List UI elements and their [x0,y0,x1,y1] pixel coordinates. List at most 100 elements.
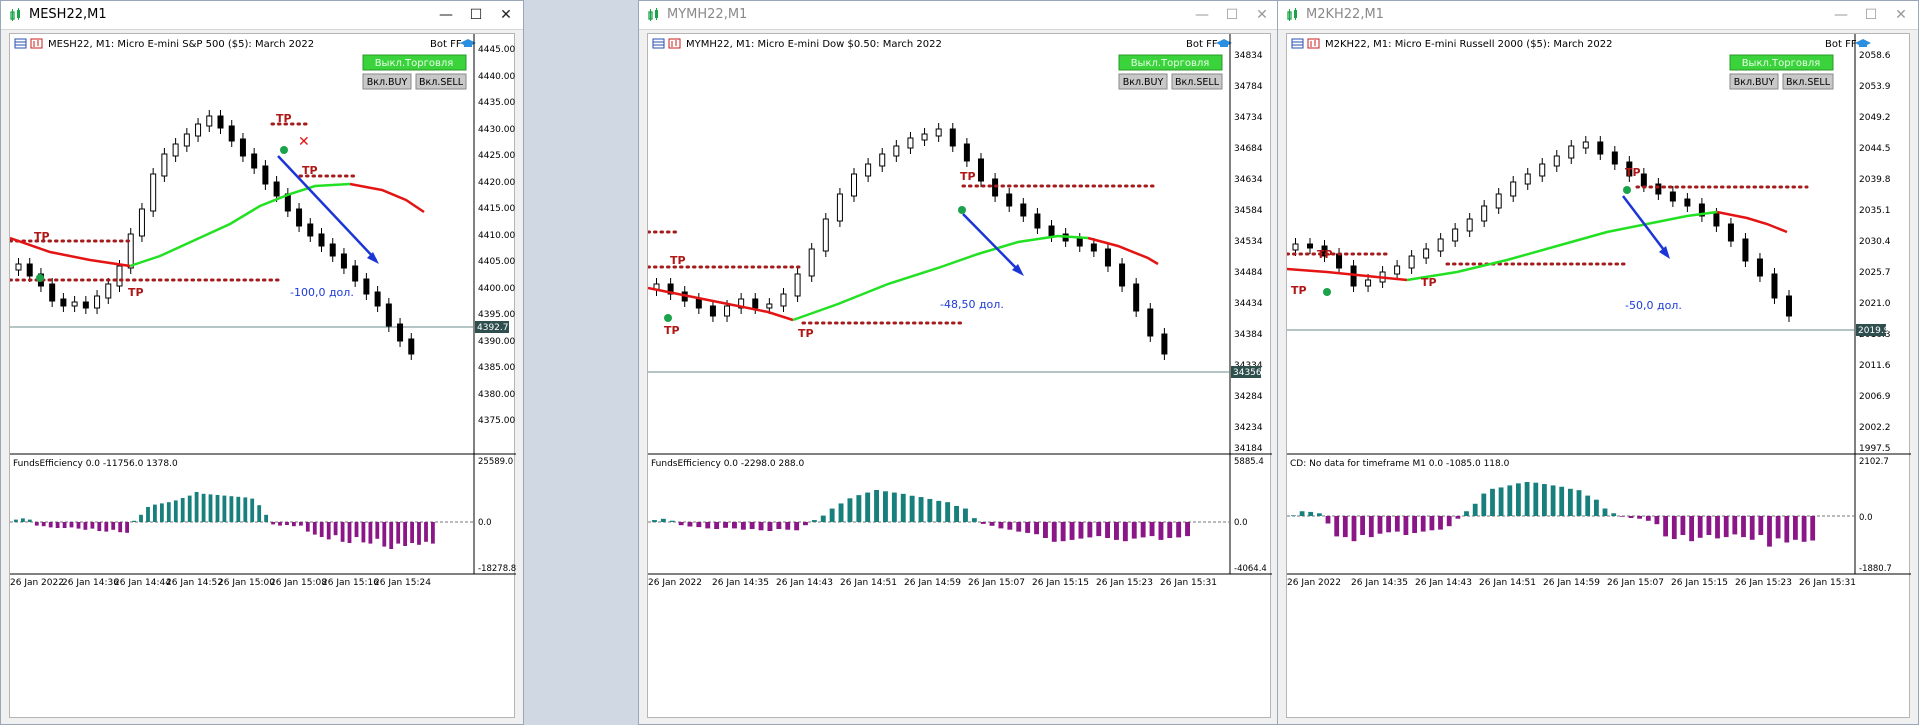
chart-window-2[interactable]: MYMH22,M1 — ☐ ✕ MYMH22, M1: Micro E-mini… [638,0,1280,725]
histogram-bar [1438,516,1443,530]
price-tick: 34784 [1234,82,1263,92]
candle-body [60,298,67,307]
candle-body [1713,213,1720,227]
time-tick: 26 Jan 2022 [648,578,702,588]
histogram-bar [1149,522,1155,537]
candle-body [206,115,213,127]
window-titlebar[interactable]: MYMH22,M1 — ☐ ✕ [639,1,1279,30]
histogram-bar [936,500,942,522]
bot-label: Bot FF [1825,39,1857,50]
time-tick: 26 Jan 14:35 [1351,578,1408,588]
candle-body [709,305,716,317]
histogram-bar [1481,493,1487,516]
candle-body [1684,198,1691,207]
trade-toggle-button[interactable]: Выкл.Торговля [1118,54,1223,71]
trade-toggle-button[interactable]: Выкл.Торговля [1729,54,1834,71]
maximize-button[interactable]: ☐ [1864,7,1878,23]
price-tick: 4410.00 [478,231,515,241]
histogram-bar [1043,522,1048,538]
profit-label: -100,0 дол. [290,286,354,299]
enable-buy-button[interactable]: Вкл.BUY [1118,73,1168,90]
histogram-bar [1507,485,1513,516]
chart-window-3[interactable]: M2KH22,M1 — ☐ ✕ M2KH22, M1: Micro E-mini… [1277,0,1919,725]
histogram-bar [874,490,879,522]
time-tick: 26 Jan 14:43 [776,578,833,588]
histogram-bar [1680,516,1686,535]
candle-body [195,123,202,137]
enable-sell-button[interactable]: Вкл.SELL [1782,73,1834,90]
time-tick: 26 Jan 15:07 [968,578,1025,588]
minimize-button[interactable]: — [1195,7,1209,23]
candle-body [1292,243,1299,251]
histogram-bar [740,522,746,530]
trade-toggle-button[interactable]: Выкл.Торговля [362,54,467,71]
histogram-bar [980,522,986,524]
chart-area[interactable]: M2KH22, M1: Micro E-mini Russell 2000 ($… [1286,33,1911,718]
enable-buy-label: Вкл.BUY [1734,77,1775,88]
price-axis: 4445.00 4440.00 4435.00 4430.00 4425.00 … [473,34,515,454]
histogram-bar [410,522,414,543]
chart-bars-icon [668,38,681,49]
histogram-bar [971,518,977,522]
chart-window-icon [1287,8,1297,21]
enable-buy-label: Вкл.BUY [1123,77,1164,88]
chart-window-icon [648,8,658,21]
candle-body [71,301,78,307]
price-tick: 2035.1 [1859,206,1891,216]
close-button[interactable]: ✕ [1256,7,1268,23]
histogram-bar [146,507,150,522]
price-tick: 4395.00 [478,310,515,320]
candle-body [161,153,168,177]
price-tick: 34634 [1234,175,1263,185]
candle-body [935,128,942,137]
histogram-bar [1096,522,1102,537]
histogram-bar [403,522,407,546]
price-tick: 34484 [1234,268,1263,278]
price-tick: 2039.8 [1859,175,1891,185]
time-tick: 26 Jan 14:59 [1543,578,1600,588]
enable-sell-button[interactable]: Вкл.SELL [415,73,467,90]
histogram-bar [1628,516,1634,518]
price-tick: 2044.5 [1859,144,1891,154]
minimize-button[interactable]: — [1834,7,1848,23]
price-tick: 2021.0 [1859,299,1891,309]
histogram-bar [652,520,657,522]
price-tick: 34384 [1234,330,1263,340]
chart-area[interactable]: MYMH22, M1: Micro E-mini Dow $0.50: Marc… [647,33,1272,718]
price-tick: 4385.00 [478,363,515,373]
histogram-bar [389,522,394,549]
candle-body [1771,273,1778,299]
bot-label: Bot FF [430,39,462,50]
enable-buy-button[interactable]: Вкл.BUY [1729,73,1779,90]
close-button[interactable]: ✕ [1895,7,1907,23]
entry-marker-icon [664,314,672,322]
histogram-bar [250,498,255,522]
histogram-bar [811,520,817,522]
window-titlebar[interactable]: M2KH22,M1 — ☐ ✕ [1278,1,1918,30]
tp-label: TP [1291,284,1307,297]
enable-buy-button[interactable]: Вкл.BUY [362,73,412,90]
time-tick: 26 Jan 15:31 [1160,578,1217,588]
histogram-bar [1498,487,1504,517]
histogram-bar [347,522,352,543]
maximize-button[interactable]: ☐ [469,7,483,23]
chart-window-1[interactable]: MESH22,M1 — ☐ ✕ MESH22, M1: Micro E-mini… [0,0,524,725]
candle-body [724,305,731,317]
histogram-bar [1412,516,1417,533]
histogram-bar [687,522,693,527]
histogram-bar [794,522,800,531]
enable-sell-label: Вкл.SELL [1786,77,1831,88]
maximize-button[interactable]: ☐ [1225,7,1239,23]
histogram-bar [431,522,435,544]
minimize-button[interactable]: — [439,7,453,23]
close-button[interactable]: ✕ [500,7,512,23]
window-titlebar[interactable]: MESH22,M1 — ☐ ✕ [1,1,523,30]
histogram-bar [83,522,88,530]
chart-area[interactable]: MESH22, M1: Micro E-mini S&P 500 ($5): M… [9,33,516,718]
tp-label: TP [1625,166,1641,179]
enable-sell-button[interactable]: Вкл.SELL [1171,73,1223,90]
chart-window-icon [10,8,20,21]
time-tick: 26 Jan 15:23 [1096,578,1153,588]
candle-body [49,283,56,302]
price-tick: 2002.2 [1859,423,1891,433]
